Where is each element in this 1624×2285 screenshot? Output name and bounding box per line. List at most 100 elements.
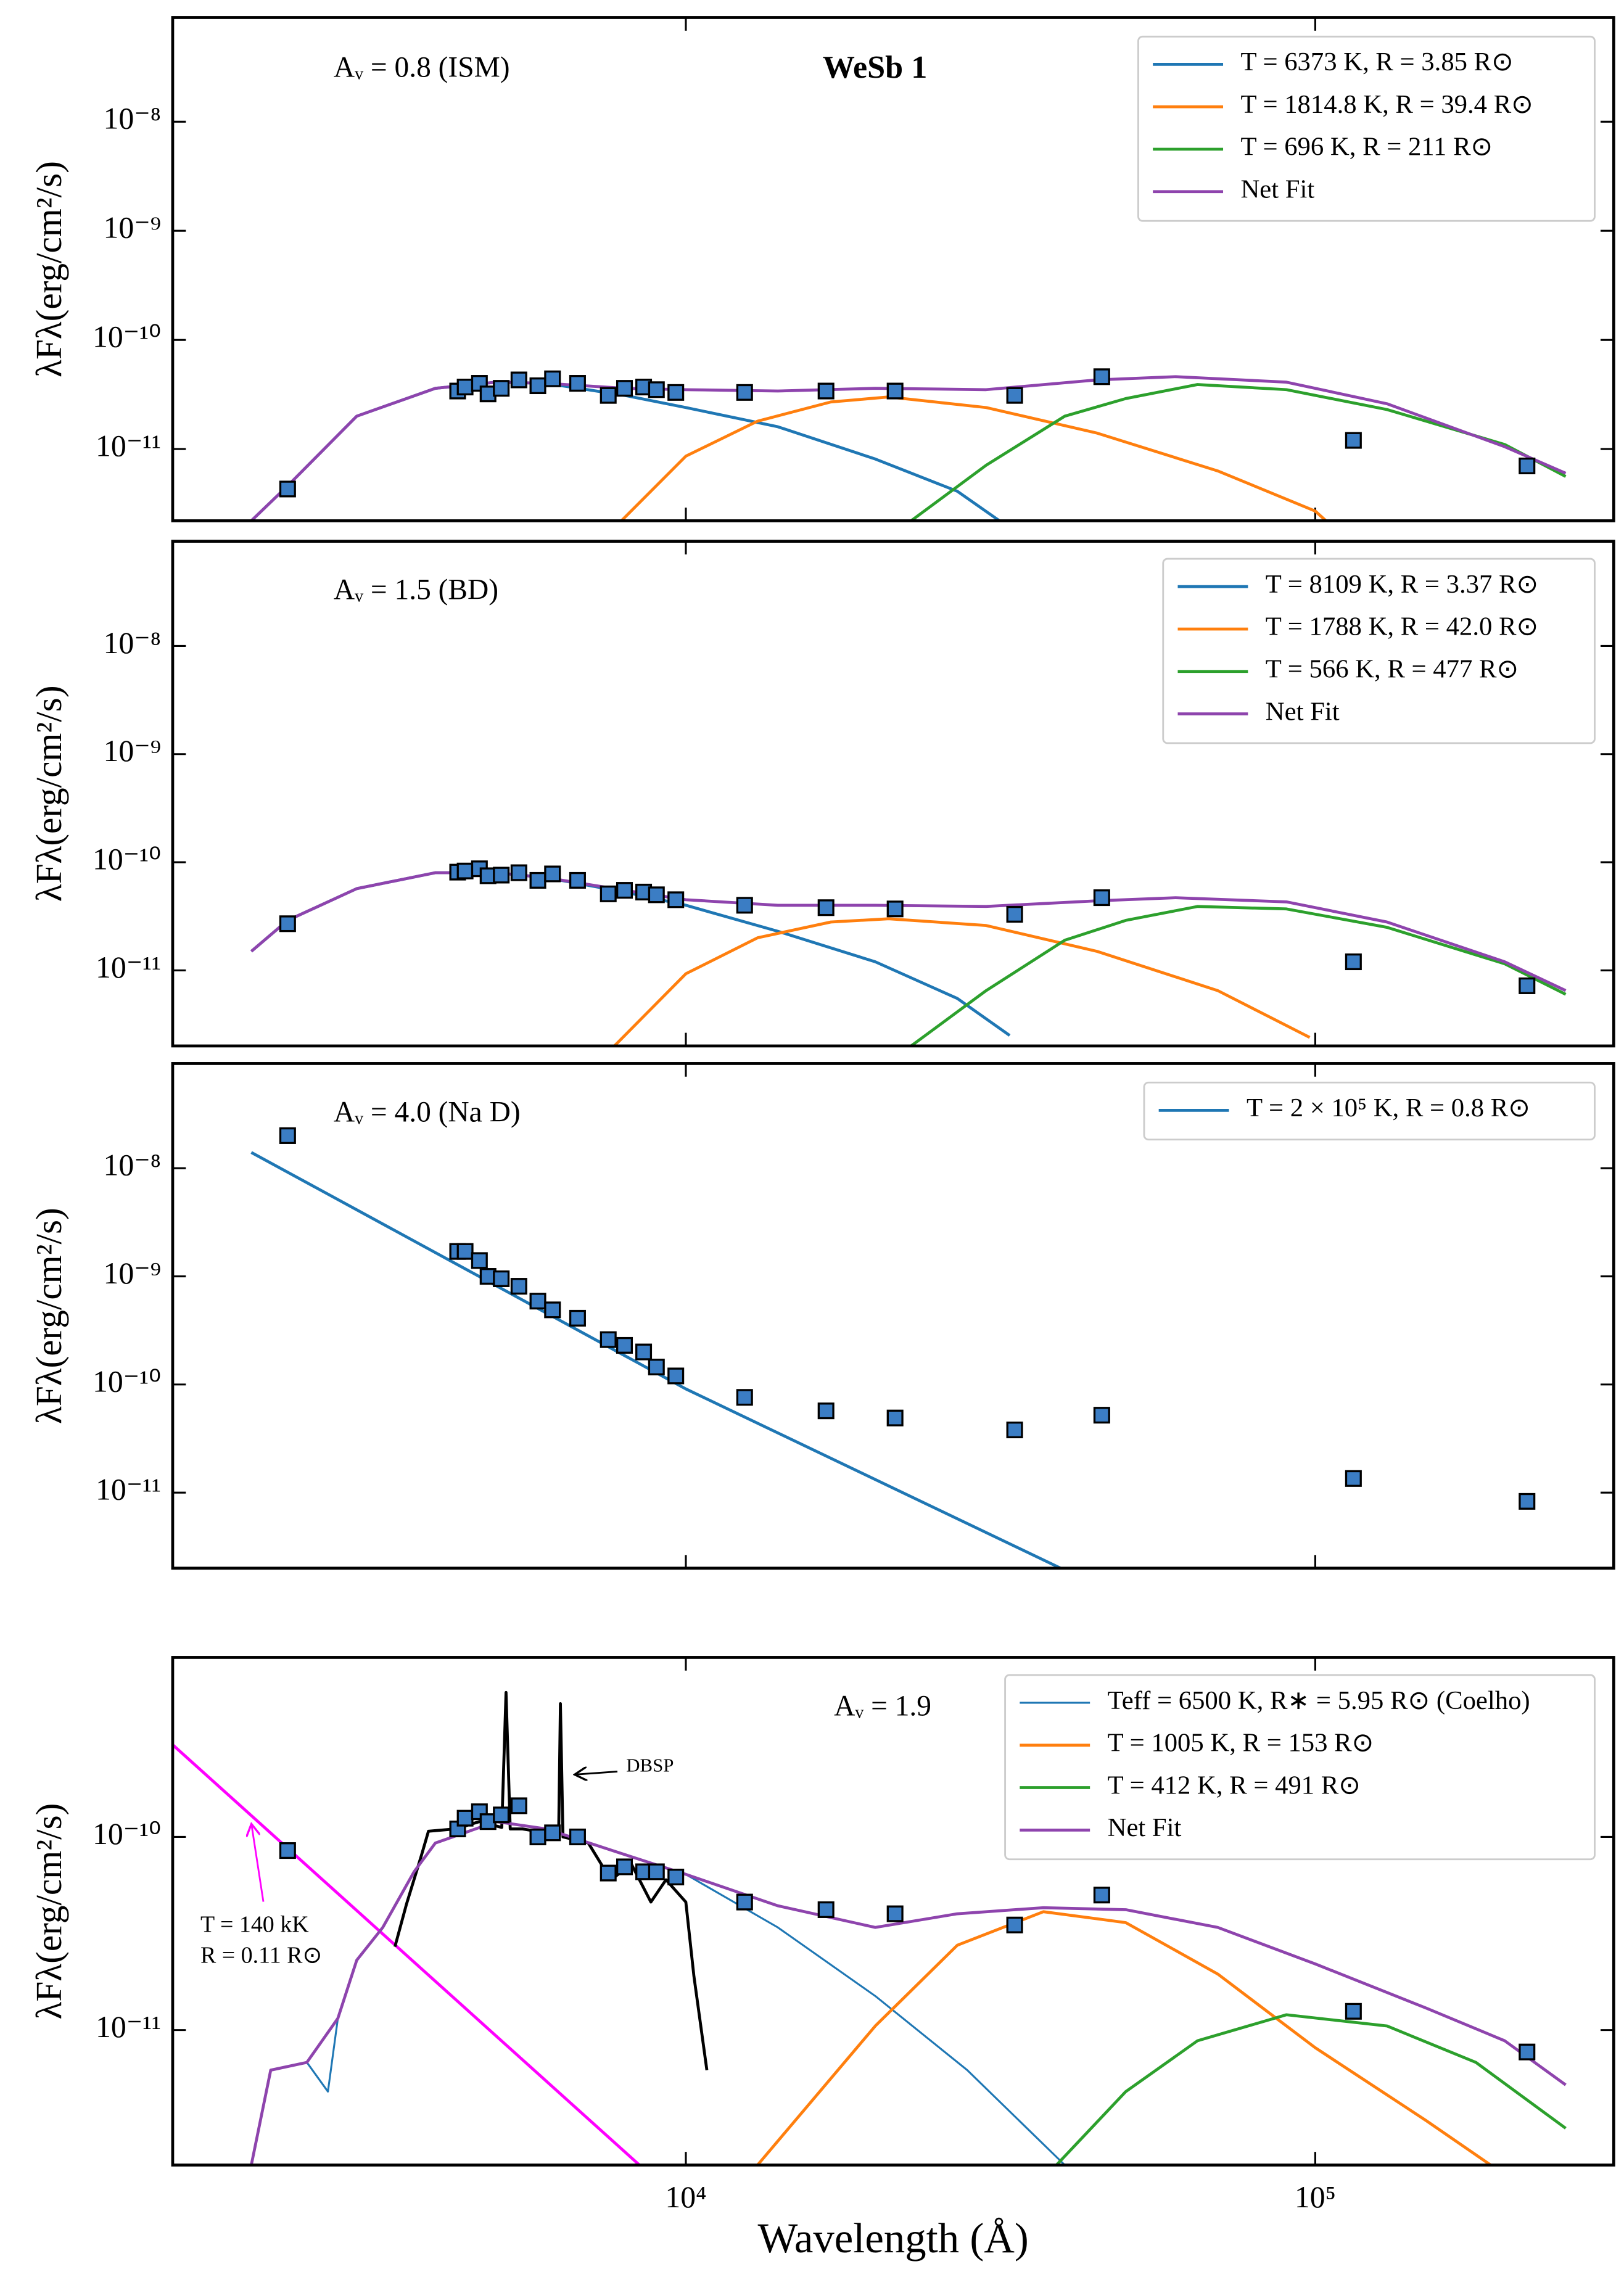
data-point	[529, 871, 546, 889]
data-point	[544, 1824, 561, 1842]
data-point	[736, 384, 753, 401]
data-point	[616, 1858, 633, 1875]
data-point	[569, 1828, 586, 1845]
data-point	[1006, 905, 1023, 923]
data-point	[648, 1359, 665, 1376]
legend-label: T = 566 K, R = 477 R⊙	[1266, 655, 1519, 684]
data-point	[817, 1901, 835, 1918]
data-point	[1519, 1492, 1536, 1510]
chart-title: WeSb 1	[823, 50, 928, 85]
legend-box	[1004, 1674, 1596, 1861]
series-line	[613, 917, 1311, 1046]
data-point	[493, 380, 510, 397]
y-axis-label: λFλ(erg/cm²/s)	[28, 1803, 69, 2020]
data-point	[1006, 1916, 1023, 1933]
data-point	[544, 1301, 561, 1319]
data-point	[1093, 1407, 1110, 1424]
plot-frame	[171, 540, 1615, 1048]
data-point	[1519, 2043, 1536, 2061]
plot-frame	[171, 1656, 1615, 2167]
y-tick-label: 10⁻¹⁰	[93, 842, 161, 876]
series-line	[250, 381, 1000, 521]
panel: 10⁻¹¹ 10⁻¹⁰ 10⁻⁹ 10⁻⁸ λFλ(erg/cm²/s) WeSb 1 Aᵥ…	[28, 16, 1615, 522]
data-point	[1006, 1422, 1023, 1439]
legend-label: Teff = 6500 K, R∗ = 5.95 R⊙ (Coelho)	[1108, 1686, 1530, 1715]
series-line	[910, 383, 1567, 521]
data-point	[648, 1863, 665, 1880]
data-point	[1093, 1887, 1110, 1904]
x-tick-label: 10⁴	[665, 2180, 706, 2214]
y-tick-label: 10⁻⁹	[104, 734, 161, 768]
data-point	[817, 1402, 835, 1420]
data-point	[529, 1828, 546, 1845]
y-tick-label: 10⁻¹¹	[96, 429, 161, 463]
data-point	[456, 862, 474, 879]
plot-frame	[171, 1062, 1615, 1570]
series-line	[1055, 2013, 1567, 2165]
plot-frame	[171, 16, 1615, 522]
data-point	[493, 1270, 510, 1287]
hot-component-arrow	[252, 1826, 265, 1902]
data-point	[667, 384, 685, 401]
panel: 10⁻¹¹ 10⁻¹⁰ 10⁴ 10⁵ λFλ(erg/cm²/s) Wavelength…	[28, 1656, 1615, 2262]
data-point	[1093, 368, 1110, 385]
x-axis-label: Wavelength (Å)	[757, 2215, 1028, 2262]
data-point	[569, 1309, 586, 1327]
y-tick-label: 10⁻⁸	[104, 626, 161, 660]
data-point	[667, 1868, 685, 1886]
data-point	[616, 882, 633, 899]
y-tick-label: 10⁻¹¹	[96, 2010, 161, 2044]
data-point	[529, 1293, 546, 1310]
series-line	[620, 395, 1327, 521]
data-point	[886, 1905, 904, 1922]
data-point	[529, 377, 546, 395]
data-point	[1093, 889, 1110, 907]
data-point	[616, 380, 633, 397]
data-point	[886, 1409, 904, 1427]
y-tick-label: 10⁻⁸	[104, 1148, 161, 1182]
y-axis-label: λFλ(erg/cm²/s)	[28, 1208, 69, 1424]
y-tick-label: 10⁻¹¹	[96, 950, 161, 984]
x-tick-label: 10⁵	[1295, 2180, 1336, 2214]
legend-box	[1137, 35, 1596, 222]
series-line	[394, 1690, 709, 2070]
legend-box	[1143, 1081, 1596, 1141]
data-point	[456, 1243, 474, 1260]
data-point	[544, 865, 561, 883]
series-line	[756, 1910, 1492, 2165]
legend-label: T = 696 K, R = 211 R⊙	[1240, 133, 1493, 162]
series-line	[250, 1151, 1061, 1568]
data-point	[471, 1252, 488, 1269]
annotation: T = 140 kK	[200, 1912, 309, 1938]
y-tick-label: 10⁻¹⁰	[93, 1364, 161, 1398]
data-point	[616, 1336, 633, 1354]
data-point	[279, 915, 296, 933]
legend-box	[1162, 558, 1596, 744]
legend-label: T = 1005 K, R = 153 R⊙	[1108, 1729, 1374, 1758]
data-point	[544, 370, 561, 387]
y-axis-label: λFλ(erg/cm²/s)	[28, 161, 69, 377]
series-line	[250, 871, 1567, 992]
annotation: Aᵥ = 1.5 (BD)	[334, 574, 498, 606]
data-point	[635, 1343, 653, 1361]
data-point	[510, 1278, 527, 1295]
data-point	[510, 1797, 527, 1814]
data-point	[667, 1367, 685, 1385]
annotation: R = 0.11 R⊙	[200, 1942, 322, 1968]
legend-label: Net Fit	[1240, 175, 1314, 204]
data-point	[456, 379, 474, 396]
data-point	[817, 899, 835, 916]
data-point	[600, 387, 617, 404]
legend-label: Net Fit	[1108, 1813, 1182, 1842]
data-point	[1345, 1470, 1362, 1487]
legend-label: T = 6373 K, R = 3.85 R⊙	[1240, 47, 1513, 76]
data-point	[736, 897, 753, 914]
legend-label: T = 2 × 10⁵ K, R = 0.8 R⊙	[1247, 1093, 1530, 1122]
annotation: Aᵥ = 1.9	[834, 1690, 931, 1722]
data-point	[886, 900, 904, 918]
series-line	[250, 375, 1567, 521]
panel: 10⁻¹¹ 10⁻¹⁰ 10⁻⁹ 10⁻⁸ λFλ(erg/cm²/s) Aᵥ = 1.5…	[28, 540, 1615, 1048]
data-point	[1006, 387, 1023, 404]
